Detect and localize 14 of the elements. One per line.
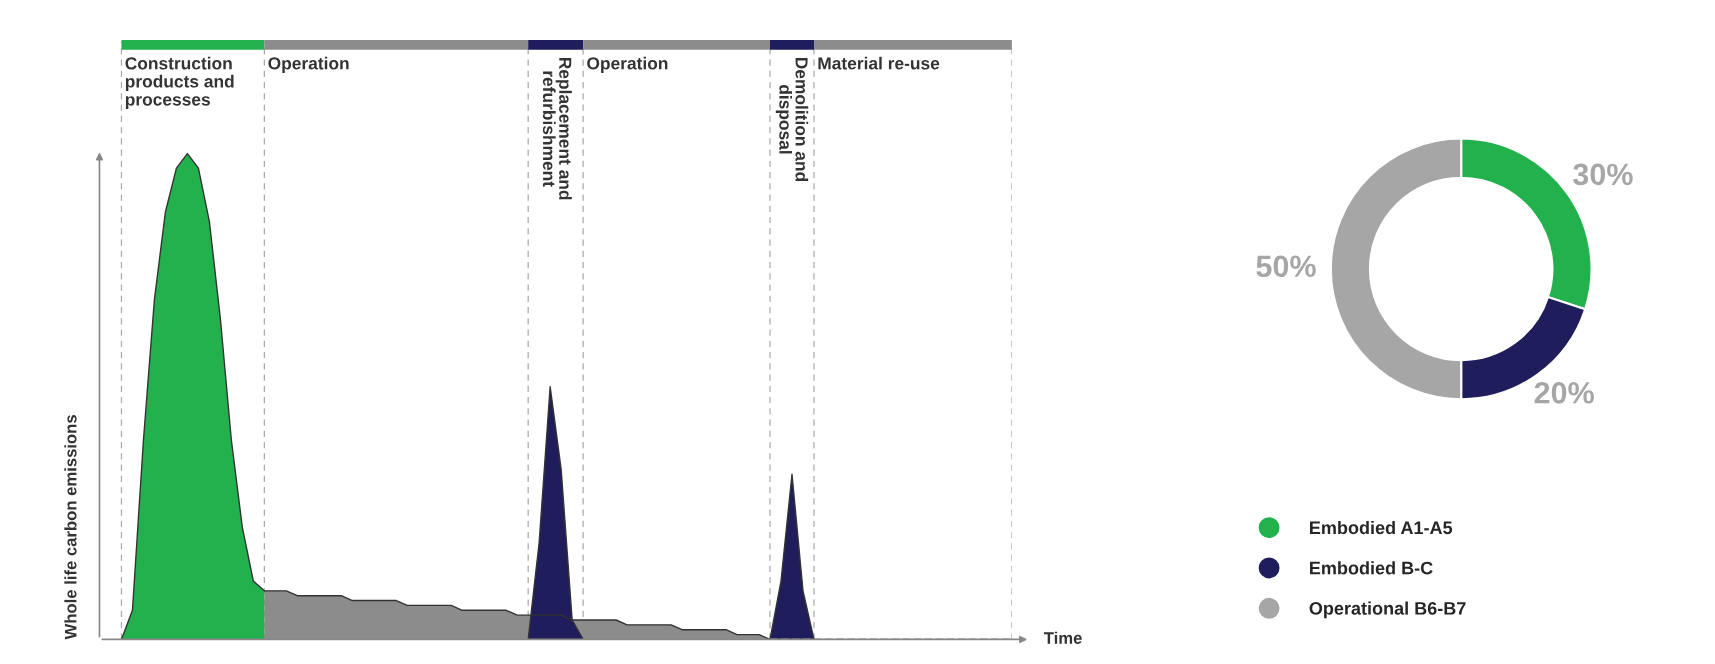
annotation: Demolition and disposal: [775, 57, 809, 182]
data-label: 50%: [1256, 255, 1316, 278]
text: Construction products and processes: [125, 56, 234, 110]
legend-label: Embodied B-C: [1310, 561, 1433, 575]
x-axis-title: Time: [1043, 631, 1082, 644]
data-label: 30%: [1573, 163, 1633, 186]
text: Operation: [587, 56, 668, 73]
data-label: 20%: [1534, 382, 1594, 404]
y-axis-title: Whole life carbon emissions: [64, 415, 77, 640]
annotation: Replacement and refurbishment: [542, 57, 572, 200]
text: Operation: [268, 56, 349, 73]
legend-label: Operational B6-B7: [1309, 601, 1466, 619]
text: Material re-use: [818, 56, 940, 70]
legend-label: Embodied A1-A5: [1310, 520, 1453, 535]
